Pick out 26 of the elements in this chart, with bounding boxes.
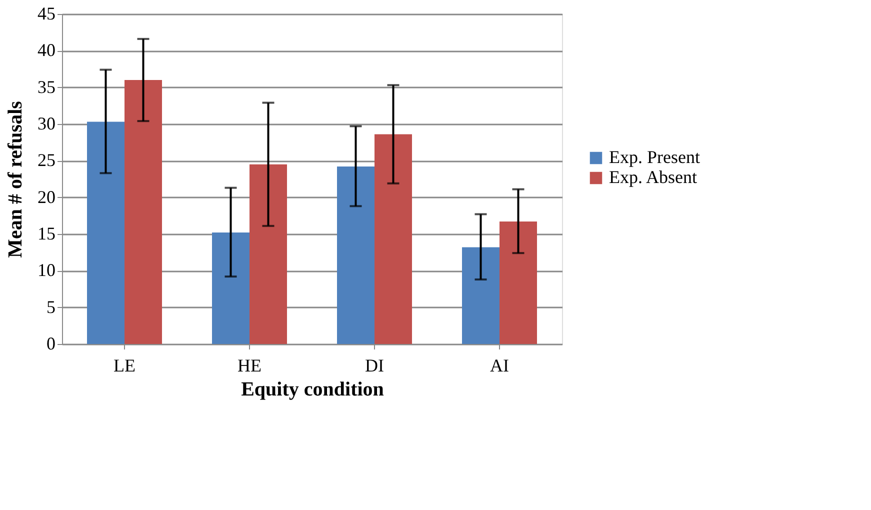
legend-label: Exp. Absent [609, 167, 697, 187]
x-axis-title: Equity condition [241, 378, 384, 400]
y-tick-label: 45 [38, 4, 56, 24]
y-tick-label: 25 [38, 150, 56, 170]
y-tick-label: 40 [38, 40, 56, 60]
bar [124, 80, 162, 344]
bar [500, 222, 537, 344]
x-tick-label: LE [114, 356, 136, 376]
y-tick-label: 10 [38, 260, 56, 280]
bar [374, 134, 412, 344]
y-tick-label: 0 [46, 334, 56, 354]
legend-label: Exp. Present [609, 147, 700, 167]
y-axis-title: Mean # of refusals [4, 100, 26, 258]
y-tick-label: 30 [38, 114, 56, 134]
y-tick-label: 5 [46, 296, 56, 317]
y-tick-label: 20 [38, 186, 56, 207]
y-tick-label: 35 [38, 76, 56, 97]
x-tick-label: AI [490, 356, 509, 376]
y-tick-label: 15 [38, 224, 56, 244]
bar [87, 122, 124, 344]
bar [212, 232, 250, 344]
bar [462, 247, 500, 344]
bar [337, 166, 374, 344]
bar [250, 164, 287, 344]
x-tick-label: HE [238, 356, 262, 376]
x-tick-label: DI [365, 356, 384, 376]
